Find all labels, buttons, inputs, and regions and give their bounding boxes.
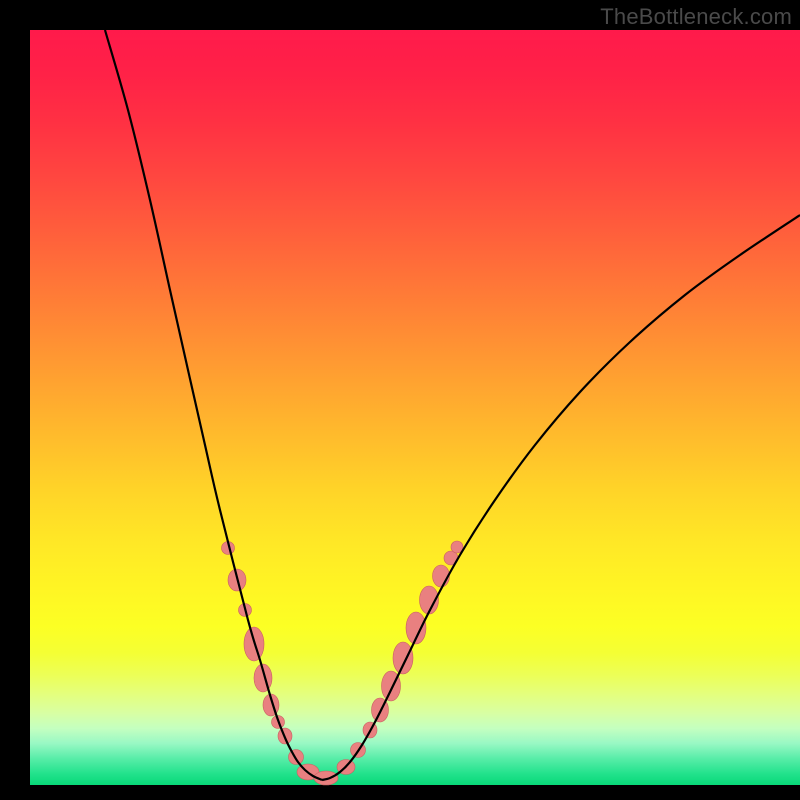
watermark-text: TheBottleneck.com (600, 4, 792, 30)
left-curve (105, 30, 322, 780)
markers-group (222, 541, 464, 785)
marker-blob (393, 642, 413, 674)
canvas-root: TheBottleneck.com (0, 0, 800, 800)
chart-overlay (30, 30, 800, 785)
plot-area (30, 30, 800, 785)
